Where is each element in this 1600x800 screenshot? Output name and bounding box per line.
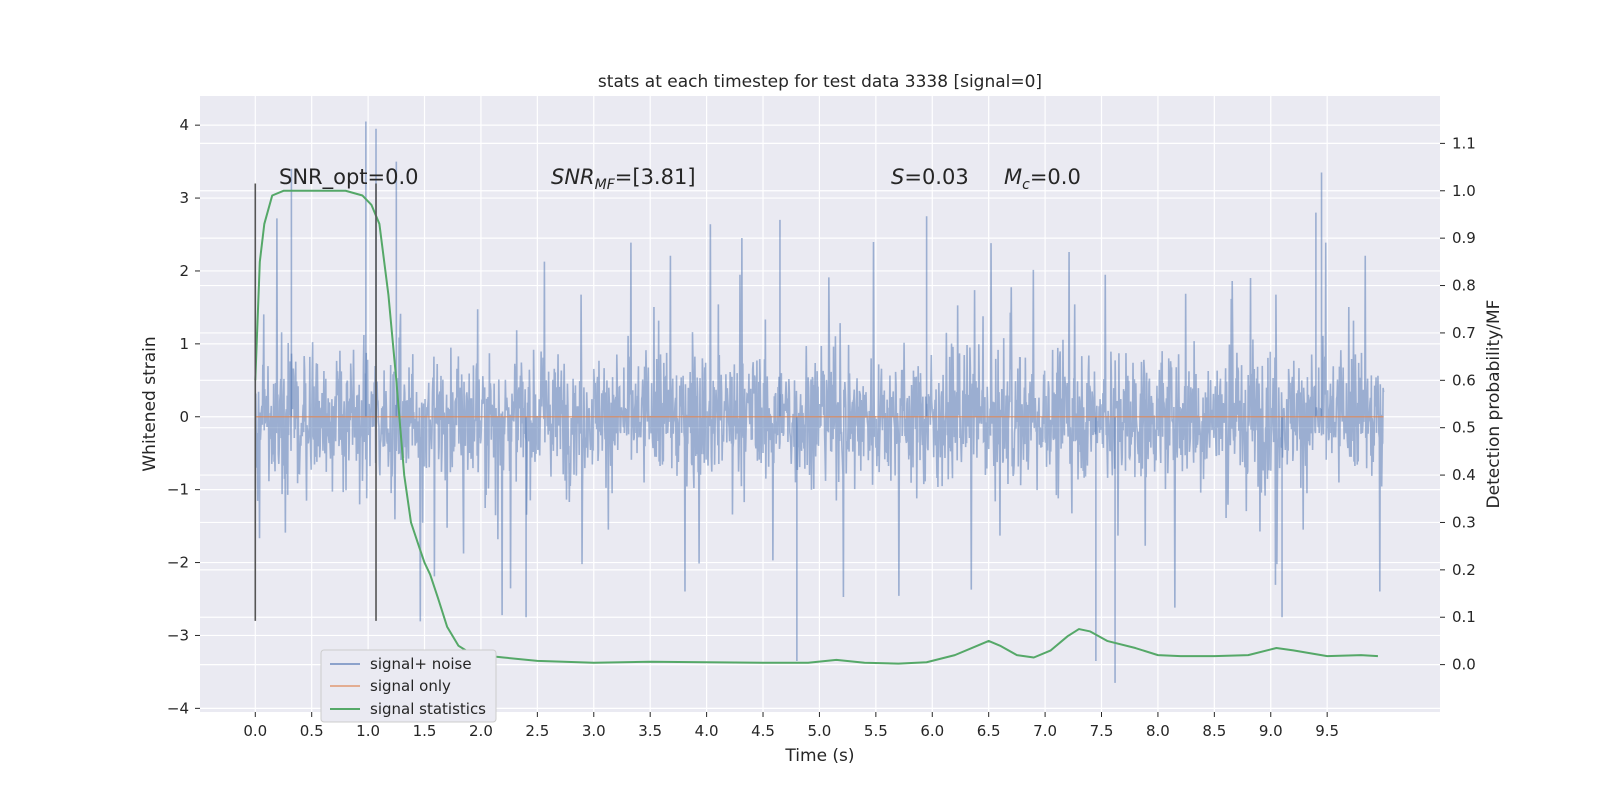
legend: signal+ noise signal only signal statist… — [320, 649, 497, 723]
x-tick-label-15: 7.5 — [1090, 722, 1114, 740]
legend-label-signal-noise: signal+ noise — [370, 655, 472, 673]
y-right-axis-label: Detection probability/MF — [1484, 300, 1504, 509]
annotation-s-label: S — [891, 165, 904, 189]
signal-noise-line — [254, 218, 1385, 622]
x-tick-label-13: 6.5 — [977, 722, 1001, 740]
legend-box — [320, 649, 497, 723]
y-right-tick-label-11: 1.1 — [1452, 134, 1476, 152]
y-right-tick-label-5: 0.5 — [1452, 419, 1476, 437]
y-right-tick-label-10: 1.0 — [1452, 182, 1476, 200]
annotation-snr-mf: SNRMF=[3.81] — [551, 165, 696, 193]
series-signal-statistics — [254, 189, 1378, 665]
y-left-tick-label-7: 3 — [179, 189, 189, 207]
y-left-tick-label-0: −4 — [167, 699, 189, 717]
y-left-tick-label-8: 4 — [179, 116, 189, 134]
y-right-axis-ticks: 0.0 0.1 0.2 0.3 0.4 0.5 0.6 0.7 0.8 0.9 1.0 1.1 — [1440, 134, 1476, 674]
x-tick-label-5: 2.5 — [525, 722, 549, 740]
y-right-tick-label-0: 0.0 — [1452, 656, 1476, 674]
y-left-tick-label-5: 1 — [179, 335, 189, 353]
legend-label-signal-statistics: signal statistics — [370, 700, 486, 718]
y-right-tick-label-2: 0.2 — [1452, 561, 1476, 579]
x-tick-label-9: 4.5 — [751, 722, 775, 740]
y-left-tick-label-3: −1 — [167, 481, 189, 499]
x-tick-label-17: 8.5 — [1202, 722, 1226, 740]
x-tick-label-8: 4.0 — [695, 722, 719, 740]
x-tick-label-10: 5.0 — [808, 722, 832, 740]
x-tick-label-6: 3.0 — [582, 722, 606, 740]
annotation-s: S=0.03 — [891, 165, 969, 189]
y-right-tick-label-3: 0.3 — [1452, 513, 1476, 531]
x-tick-label-4: 2.0 — [469, 722, 493, 740]
chart-title: stats at each timestep for test data 333… — [598, 72, 1042, 92]
x-tick-label-11: 5.5 — [864, 722, 888, 740]
annotation-snr-mf-value: =[3.81] — [615, 165, 696, 189]
x-tick-label-18: 9.0 — [1259, 722, 1283, 740]
x-tick-label-12: 6.0 — [920, 722, 944, 740]
y-left-tick-label-6: 2 — [179, 262, 189, 280]
x-tick-label-7: 3.5 — [638, 722, 662, 740]
annotations: SNR_opt=0.0 SNRMF=[3.81] S=0.03 Mc=0.0 — [279, 165, 1081, 193]
annotation-snr-mf-sub: MF — [595, 177, 616, 193]
y-left-tick-label-2: −2 — [167, 554, 189, 572]
y-right-tick-label-6: 0.6 — [1452, 371, 1476, 389]
y-left-axis-ticks: −4 −3 −2 −1 0 1 2 3 4 — [167, 116, 200, 717]
x-tick-label-19: 9.5 — [1315, 722, 1339, 740]
annotation-mc: Mc=0.0 — [1004, 165, 1081, 193]
annotation-snr-opt: SNR_opt=0.0 — [279, 165, 419, 190]
x-axis-ticks: 0.0 0.5 1.0 1.5 2.0 2.5 3.0 3.5 4.0 4.5 5.0 5.5 6.0 6… — [243, 712, 1339, 740]
y-right-tick-label-7: 0.7 — [1452, 324, 1476, 342]
y-left-tick-label-4: 0 — [179, 408, 189, 426]
y-right-tick-label-8: 0.8 — [1452, 277, 1476, 295]
y-right-tick-label-4: 0.4 — [1452, 466, 1476, 484]
x-tick-label-16: 8.0 — [1146, 722, 1170, 740]
x-tick-label-2: 1.0 — [356, 722, 380, 740]
y-left-tick-label-1: −3 — [167, 626, 189, 644]
y-right-tick-label-9: 0.9 — [1452, 229, 1476, 247]
x-tick-label-14: 7.0 — [1033, 722, 1057, 740]
signal-statistics-line — [254, 189, 1378, 665]
annotation-snr-mf-label: SNR — [551, 165, 595, 189]
x-tick-label-1: 0.5 — [300, 722, 324, 740]
legend-label-signal-only: signal only — [370, 677, 451, 695]
y-right-tick-label-1: 0.1 — [1452, 608, 1476, 626]
y-left-axis-label: Whitened strain — [140, 336, 160, 471]
annotation-mc-sub: c — [1022, 177, 1030, 193]
marker-lines — [254, 183, 377, 621]
x-tick-label-3: 1.5 — [413, 722, 437, 740]
x-axis-label: Time (s) — [784, 746, 854, 766]
annotation-mc-value: =0.0 — [1030, 165, 1081, 189]
annotation-mc-label: M — [1004, 165, 1022, 189]
x-tick-label-0: 0.0 — [243, 722, 267, 740]
annotation-s-value: =0.03 — [904, 165, 968, 189]
